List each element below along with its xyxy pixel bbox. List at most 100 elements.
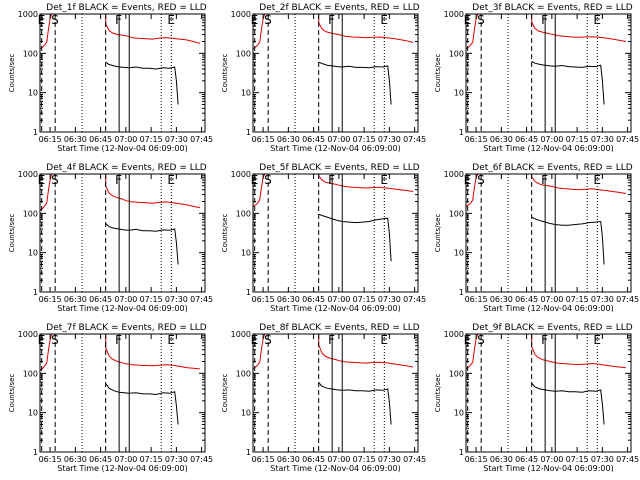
marker-label: F <box>541 333 548 347</box>
x-tick-label: 06:15 <box>39 135 62 144</box>
y-tick-label: 100 <box>236 49 251 58</box>
x-tick-label: 07:15 <box>353 135 376 144</box>
y-tick-label: 1 <box>246 128 251 137</box>
x-tick-label: 07:00 <box>114 135 137 144</box>
y-tick-label: 10 <box>241 89 251 98</box>
x-tick-label: 07:00 <box>540 455 563 464</box>
series-group <box>40 174 200 265</box>
marker-label: E <box>167 173 175 187</box>
y-tick-label: 10 <box>28 249 38 258</box>
series-line-lld <box>253 14 414 50</box>
marker-label: F <box>328 13 335 27</box>
x-tick-label: 07:45 <box>190 135 213 144</box>
marker-label: S <box>51 173 59 187</box>
y-tick-label: 10 <box>241 249 251 258</box>
y-tick-label: 1000 <box>18 170 38 179</box>
y-tick-label: 1000 <box>231 170 251 179</box>
x-axis-label: Start Time (12-Nov-04 06:09:00) <box>57 304 187 313</box>
x-tick-label: 07:15 <box>140 135 163 144</box>
y-tick-label: 1 <box>33 288 38 297</box>
x-tick-label: 07:30 <box>165 135 188 144</box>
x-tick-label: 07:00 <box>327 295 350 304</box>
plot-frame <box>252 13 419 133</box>
y-tick-label: 10 <box>241 409 251 418</box>
x-tick-label: 07:30 <box>378 295 401 304</box>
y-tick-label: 1 <box>33 448 38 457</box>
panel-title: Det_1f BLACK = Events, RED = LLD <box>46 3 206 13</box>
y-axis-label: Counts/sec <box>434 214 442 253</box>
marker-label: E <box>593 173 601 187</box>
x-tick-label: 07:00 <box>540 295 563 304</box>
y-tick-label: 100 <box>236 209 251 218</box>
x-tick-label: 07:00 <box>327 135 350 144</box>
series-line-events <box>531 382 605 425</box>
x-tick-label: 06:45 <box>302 455 325 464</box>
x-tick-label: 07:00 <box>114 455 137 464</box>
x-axis-label: Start Time (12-Nov-04 06:09:00) <box>483 304 613 313</box>
y-tick-label: 100 <box>449 369 464 378</box>
marker-label: F <box>328 173 335 187</box>
y-tick-label: 1 <box>459 128 464 137</box>
panel-title: Det_2f BLACK = Events, RED = LLD <box>259 3 419 13</box>
y-tick-label: 10 <box>28 409 38 418</box>
x-tick-label: 06:30 <box>490 455 513 464</box>
x-tick-label: 07:45 <box>403 455 426 464</box>
y-tick-label: 1000 <box>18 330 38 339</box>
y-tick-label: 100 <box>449 49 464 58</box>
x-tick-label: 07:30 <box>591 295 614 304</box>
x-tick-label: 06:15 <box>465 135 488 144</box>
y-tick-label: 10 <box>28 89 38 98</box>
plot-frame <box>252 173 419 293</box>
panel-title: Det_3f BLACK = Events, RED = LLD <box>472 3 632 13</box>
panel-title: Det_7f BLACK = Events, RED = LLD <box>46 323 206 333</box>
series-group <box>253 174 413 262</box>
marker-label: E <box>167 333 175 347</box>
series-line-events <box>318 382 392 425</box>
y-tick-label: 100 <box>23 369 38 378</box>
plot-frame <box>465 333 632 453</box>
y-tick-label: 1000 <box>231 10 251 19</box>
x-tick-label: 06:30 <box>277 455 300 464</box>
marker-label: S <box>264 333 272 347</box>
marker-label: S <box>477 173 485 187</box>
marker-label: E <box>167 13 175 27</box>
series-line-events <box>105 61 179 105</box>
y-axis-label: Counts/sec <box>221 214 229 253</box>
series-line-events <box>105 383 179 425</box>
x-axis-label: Start Time (12-Nov-04 06:09:00) <box>57 144 187 153</box>
series-line-lld <box>253 174 413 207</box>
x-tick-label: 07:45 <box>403 295 426 304</box>
x-tick-label: 07:45 <box>616 135 639 144</box>
series-line-events <box>105 223 179 265</box>
x-tick-label: 07:15 <box>566 455 589 464</box>
x-tick-label: 07:15 <box>353 295 376 304</box>
marker-label: F <box>328 333 335 347</box>
x-tick-label: 07:15 <box>140 295 163 304</box>
series-line-lld <box>40 334 200 371</box>
x-tick-label: 06:15 <box>465 295 488 304</box>
marker-label: S <box>477 13 485 27</box>
y-tick-label: 1 <box>33 128 38 137</box>
x-tick-label: 06:15 <box>39 295 62 304</box>
plot-frame <box>465 173 632 293</box>
panel-title: Det_6f BLACK = Events, RED = LLD <box>472 163 632 173</box>
marker-label: F <box>115 333 122 347</box>
x-tick-label: 06:15 <box>252 295 275 304</box>
x-tick-label: 06:45 <box>89 295 112 304</box>
x-tick-label: 07:30 <box>378 135 401 144</box>
x-tick-label: 06:45 <box>89 455 112 464</box>
x-tick-label: 06:15 <box>39 455 62 464</box>
x-tick-label: 07:45 <box>616 455 639 464</box>
x-axis-label: Start Time (12-Nov-04 06:09:00) <box>57 464 187 473</box>
marker-label: E <box>593 13 601 27</box>
series-line-lld <box>466 334 626 370</box>
x-tick-label: 07:45 <box>616 295 639 304</box>
x-tick-label: 07:45 <box>190 455 213 464</box>
